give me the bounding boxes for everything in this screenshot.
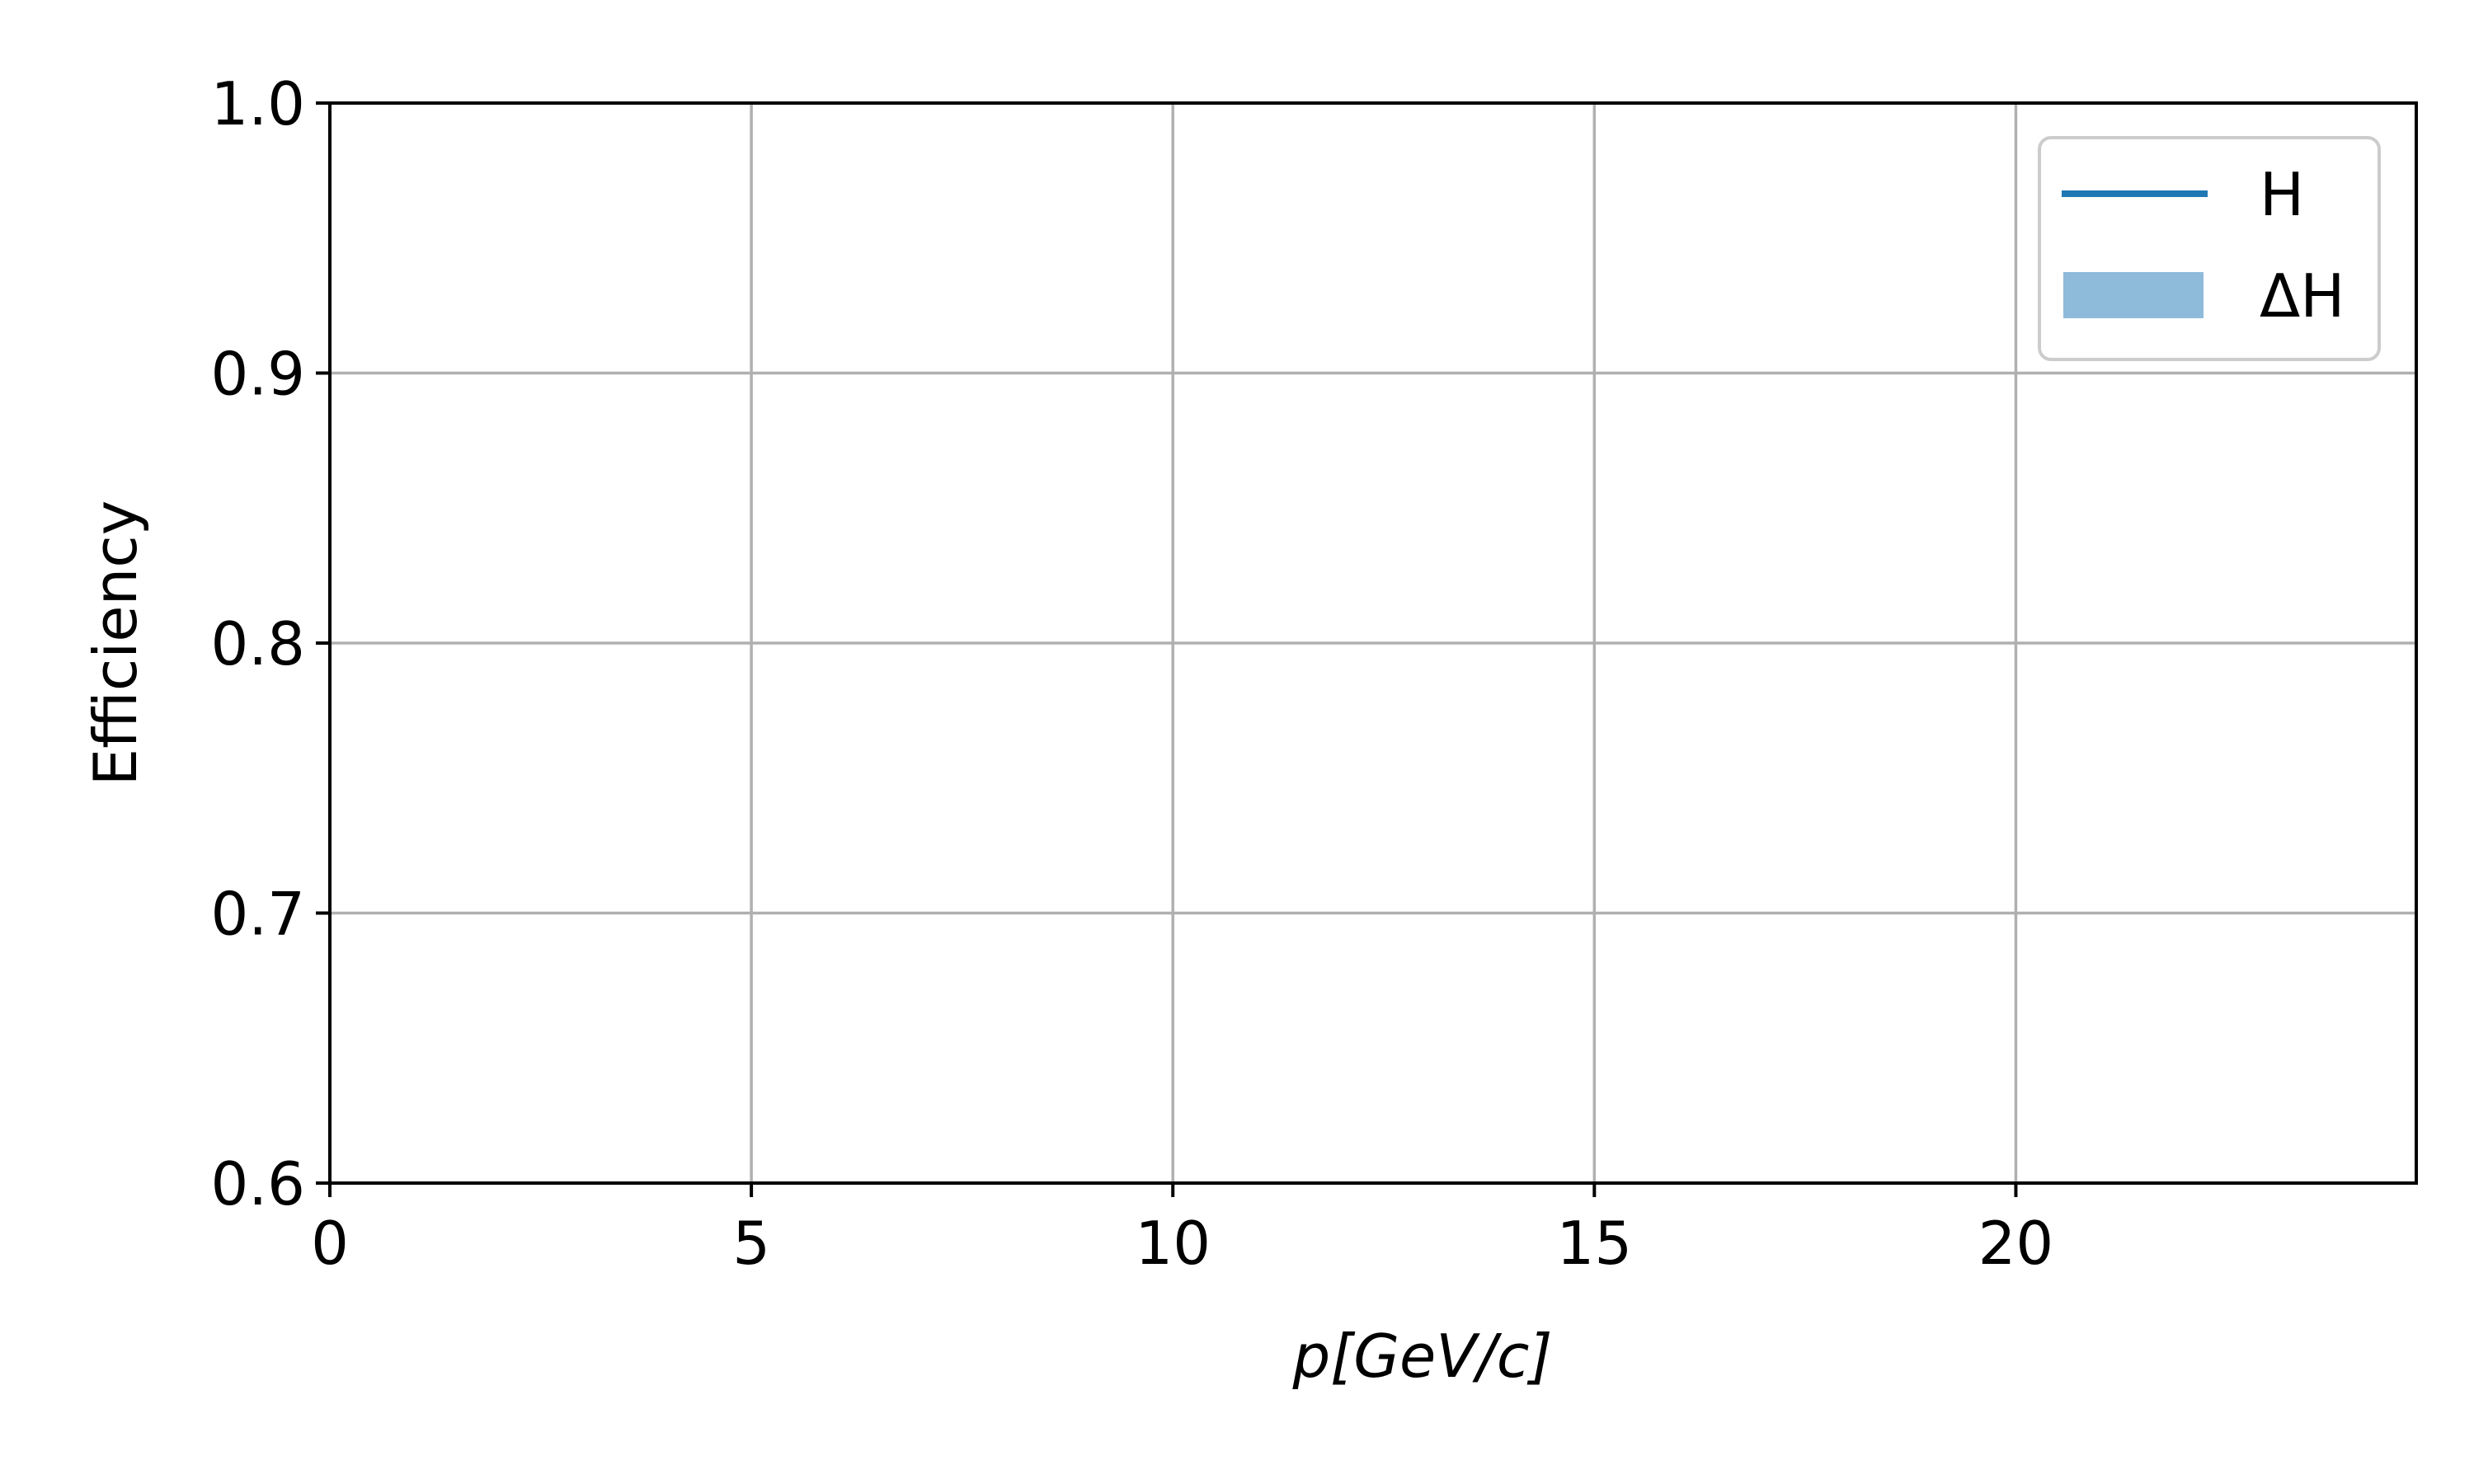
legend-label: ΔH: [2260, 261, 2345, 331]
y-tick-label: 1.0: [210, 69, 305, 139]
y-tick-label: 0.9: [210, 340, 305, 409]
x-tick-label: 20: [1978, 1209, 2054, 1278]
y-tick-label: 0.7: [210, 880, 305, 949]
y-tick-label: 0.6: [210, 1149, 305, 1219]
x-tick-label: 0: [311, 1209, 349, 1278]
legend-label: H: [2260, 160, 2304, 229]
x-tick-label: 10: [1135, 1209, 1211, 1278]
y-tick-label: 0.8: [210, 609, 305, 679]
x-axis-label: p[GeV/c]: [1291, 1322, 1552, 1391]
y-axis-label: Efficiency: [81, 500, 150, 787]
x-tick-label: 15: [1557, 1209, 1633, 1278]
legend-band-swatch: [2063, 272, 2204, 318]
ticks: 0 5 10 15 20 0.6 0.7 0.8 0.9 1.0: [210, 69, 2053, 1278]
x-tick-label: 5: [732, 1209, 770, 1278]
legend: H ΔH: [2038, 136, 2381, 361]
